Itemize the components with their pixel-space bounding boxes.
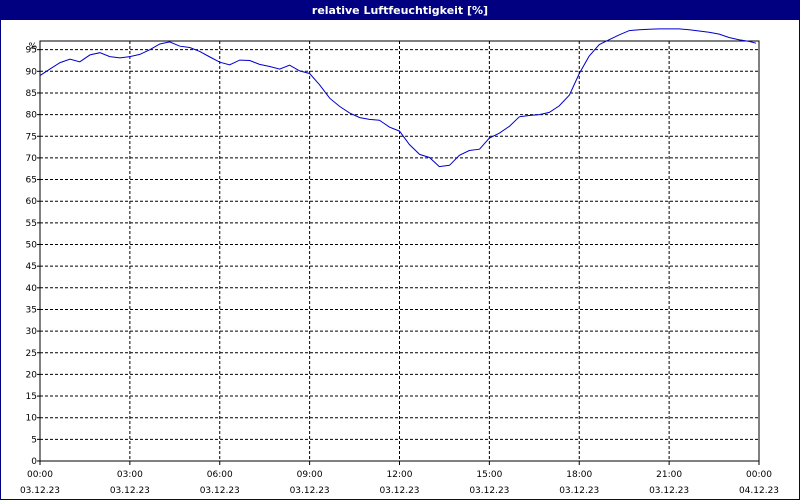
y-tick-label: 90	[26, 67, 38, 77]
y-tick-label: 35	[26, 305, 37, 315]
x-tick-date-label: 03.12.23	[469, 486, 509, 496]
y-tick-label: 55	[26, 219, 37, 229]
y-tick-label: 70	[26, 154, 38, 164]
x-tick-date-label: 03.12.23	[290, 486, 330, 496]
x-tick-time-label: 00:00	[746, 470, 772, 480]
y-tick-label: 15	[26, 392, 37, 402]
x-tick-time-label: 09:00	[297, 470, 323, 480]
x-tick-date-label: 03.12.23	[20, 486, 60, 496]
x-tick-date-label: 03.12.23	[200, 486, 240, 496]
y-tick-label: 5	[31, 435, 37, 445]
plot-area-border	[39, 40, 760, 462]
x-tick-date-label: 04.12.23	[739, 486, 779, 496]
y-tick-label: 0	[31, 457, 37, 467]
x-tick-date-label: 03.12.23	[649, 486, 689, 496]
x-tick-date-label: 03.12.23	[110, 486, 150, 496]
y-tick-label: 80	[26, 111, 38, 121]
x-tick-time-label: 03:00	[117, 470, 143, 480]
y-tick-label: 95	[26, 46, 37, 56]
y-tick-label: 50	[26, 241, 38, 251]
humidity-series-line	[39, 28, 757, 168]
chart-title: relative Luftfeuchtigkeit [%]	[1, 1, 799, 20]
x-tick-time-label: 15:00	[476, 470, 502, 480]
x-tick-date-label: 03.12.23	[559, 486, 599, 496]
y-tick-label: 20	[26, 370, 38, 380]
x-tick-date-label: 03.12.23	[379, 486, 419, 496]
y-tick-label: 75	[26, 132, 37, 142]
x-tick-time-label: 00:00	[27, 470, 53, 480]
y-tick-label: 30	[26, 327, 38, 337]
y-tick-label: 65	[26, 176, 37, 186]
y-tick-label: 25	[26, 349, 37, 359]
y-tick-label: 45	[26, 262, 37, 272]
x-tick-time-label: 18:00	[566, 470, 592, 480]
x-tick-time-label: 12:00	[387, 470, 413, 480]
x-tick-time-label: 06:00	[207, 470, 233, 480]
y-tick-label: 85	[26, 89, 37, 99]
y-axis-unit-label: %	[28, 42, 37, 52]
x-tick-time-label: 21:00	[656, 470, 682, 480]
y-tick-label: 40	[26, 284, 38, 294]
y-tick-label: 60	[26, 197, 38, 207]
y-tick-label: 10	[26, 414, 38, 424]
